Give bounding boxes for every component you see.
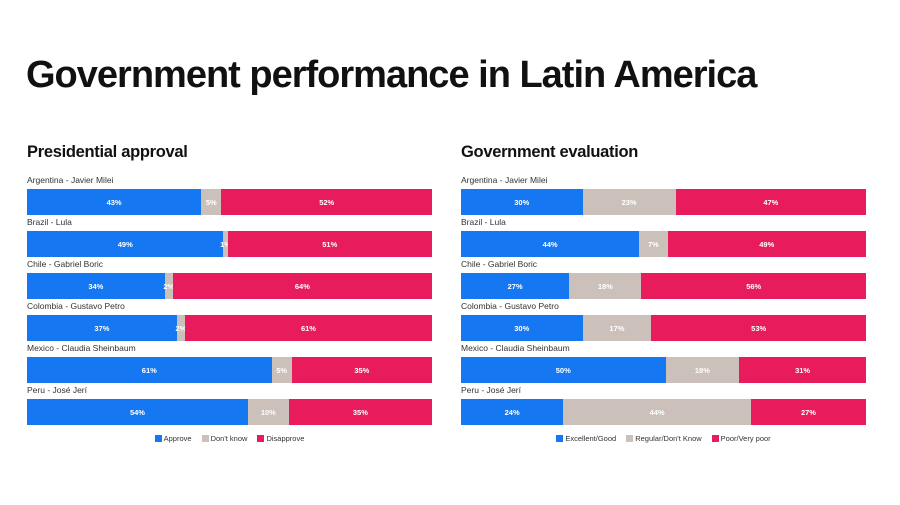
category-label: Brazil - Lula: [27, 217, 72, 227]
bar-segment-disapprove: 52%: [221, 189, 432, 215]
bar-segment-disapprove: 35%: [288, 399, 432, 425]
chart-rows: Argentina - Javier Milei 30% 23% 47% Brazil …: [461, 175, 866, 427]
bar-segment-poor-very-poor: 31%: [739, 357, 866, 383]
category-label: Mexico - Claudia Sheinbaum: [461, 343, 570, 353]
bar-row: Chile - Gabriel Boric 27% 18% 56%: [461, 259, 866, 301]
bar-segment-poor-very-poor: 56%: [641, 273, 866, 299]
chart-legend: Approve Don't know Disapprove: [27, 434, 432, 443]
bar-segment-approve: 43%: [27, 189, 202, 215]
category-label: Colombia - Gustavo Petro: [461, 301, 559, 311]
stacked-bar: 54% 10% 35%: [27, 399, 432, 425]
legend-swatch: [154, 435, 162, 442]
category-label: Colombia - Gustavo Petro: [27, 301, 125, 311]
bar-segment-regular-don-t-know: 18%: [665, 357, 740, 383]
legend-item: Disapprove: [257, 434, 304, 443]
bar-segment-don-t-know: 5%: [271, 357, 292, 383]
legend-swatch: [626, 435, 634, 442]
category-label: Argentina - Javier Milei: [461, 175, 548, 185]
bar-segment-excellent-good: 30%: [461, 189, 583, 215]
legend-swatch: [711, 435, 719, 442]
government-evaluation-chart: Government evaluation Argentina - Javier…: [461, 143, 866, 443]
bar-segment-excellent-good: 24%: [461, 399, 564, 425]
stacked-bar: 24% 44% 27%: [461, 399, 866, 425]
bar-segment-disapprove: 61%: [184, 315, 432, 341]
stacked-bar: 34% 2% 64%: [27, 273, 432, 299]
bar-segment-disapprove: 64%: [172, 273, 432, 299]
bar-segment-regular-don-t-know: 17%: [582, 315, 652, 341]
bar-segment-disapprove: 51%: [227, 231, 432, 257]
bar-segment-excellent-good: 27%: [461, 273, 570, 299]
legend-item: Poor/Very poor: [711, 434, 771, 443]
legend-swatch: [201, 435, 209, 442]
category-label: Brazil - Lula: [461, 217, 506, 227]
bar-segment-poor-very-poor: 53%: [651, 315, 866, 341]
bar-segment-approve: 37%: [27, 315, 177, 341]
category-label: Argentina - Javier Milei: [27, 175, 114, 185]
bar-segment-don-t-know: 2%: [163, 273, 174, 299]
bar-segment-disapprove: 35%: [291, 357, 432, 383]
bar-row: Brazil - Lula 49% 1% 51%: [27, 217, 432, 259]
stacked-bar: 49% 1% 51%: [27, 231, 432, 257]
bar-segment-poor-very-poor: 27%: [750, 399, 866, 425]
bar-segment-excellent-good: 50%: [461, 357, 666, 383]
legend-item: Regular/Don't Know: [626, 434, 702, 443]
legend-label: Don't know: [210, 434, 248, 443]
bar-segment-poor-very-poor: 47%: [675, 189, 866, 215]
stacked-bar: 27% 18% 56%: [461, 273, 866, 299]
presidential-approval-chart: Presidential approval Argentina - Javier…: [27, 143, 432, 443]
bar-segment-regular-don-t-know: 18%: [569, 273, 642, 299]
bar-row: Colombia - Gustavo Petro 37% 2% 61%: [27, 301, 432, 343]
bar-row: Brazil - Lula 44% 7% 49%: [461, 217, 866, 259]
bar-segment-regular-don-t-know: 44%: [563, 399, 751, 425]
bar-row: Argentina - Javier Milei 43% 5% 52%: [27, 175, 432, 217]
stacked-bar: 30% 17% 53%: [461, 315, 866, 341]
category-label: Peru - José Jerí: [461, 385, 521, 395]
stacked-bar: 43% 5% 52%: [27, 189, 432, 215]
stacked-bar: 50% 18% 31%: [461, 357, 866, 383]
category-label: Peru - José Jerí: [27, 385, 87, 395]
bar-segment-approve: 49%: [27, 231, 224, 257]
category-label: Chile - Gabriel Boric: [461, 259, 538, 269]
page-title: Government performance in Latin America: [26, 54, 757, 96]
bar-segment-approve: 54%: [27, 399, 248, 425]
bar-segment-don-t-know: 1%: [220, 231, 231, 257]
category-label: Mexico - Claudia Sheinbaum: [27, 343, 136, 353]
chart-rows: Argentina - Javier Milei 43% 5% 52% Brazil -…: [27, 175, 432, 427]
bar-row: Chile - Gabriel Boric 34% 2% 64%: [27, 259, 432, 301]
chart-title: Government evaluation: [461, 143, 639, 161]
bar-row: Mexico - Claudia Sheinbaum 61% 5% 35%: [27, 343, 432, 385]
bar-segment-don-t-know: 10%: [247, 399, 289, 425]
bar-row: Peru - José Jerí 54% 10% 35%: [27, 385, 432, 427]
stacked-bar: 37% 2% 61%: [27, 315, 432, 341]
legend-label: Disapprove: [266, 434, 305, 443]
chart-title: Presidential approval: [27, 143, 188, 161]
legend-label: Approve: [163, 434, 192, 443]
bar-segment-don-t-know: 2%: [175, 315, 186, 341]
bar-row: Peru - José Jerí 24% 44% 27%: [461, 385, 866, 427]
stacked-bar: 61% 5% 35%: [27, 357, 432, 383]
bar-segment-approve: 61%: [27, 357, 272, 383]
bar-segment-excellent-good: 44%: [461, 231, 640, 257]
legend-label: Regular/Don't Know: [635, 434, 702, 443]
legend-label: Poor/Very poor: [720, 434, 771, 443]
bar-segment-regular-don-t-know: 7%: [639, 231, 668, 257]
bar-segment-approve: 34%: [27, 273, 165, 299]
bar-row: Argentina - Javier Milei 30% 23% 47%: [461, 175, 866, 217]
bar-row: Colombia - Gustavo Petro 30% 17% 53%: [461, 301, 866, 343]
bar-segment-poor-very-poor: 49%: [667, 231, 866, 257]
bar-segment-excellent-good: 30%: [461, 315, 583, 341]
legend-item: Excellent/Good: [556, 434, 616, 443]
legend-swatch: [257, 435, 265, 442]
stacked-bar: 30% 23% 47%: [461, 189, 866, 215]
legend-label: Excellent/Good: [565, 434, 617, 443]
bar-segment-don-t-know: 5%: [201, 189, 222, 215]
bar-row: Mexico - Claudia Sheinbaum 50% 18% 31%: [461, 343, 866, 385]
stacked-bar: 44% 7% 49%: [461, 231, 866, 257]
chart-legend: Excellent/Good Regular/Don't Know Poor/Ver…: [461, 434, 866, 443]
bar-segment-regular-don-t-know: 23%: [582, 189, 676, 215]
legend-swatch: [556, 435, 564, 442]
category-label: Chile - Gabriel Boric: [27, 259, 104, 269]
legend-item: Don't know: [201, 434, 248, 443]
legend-item: Approve: [154, 434, 192, 443]
